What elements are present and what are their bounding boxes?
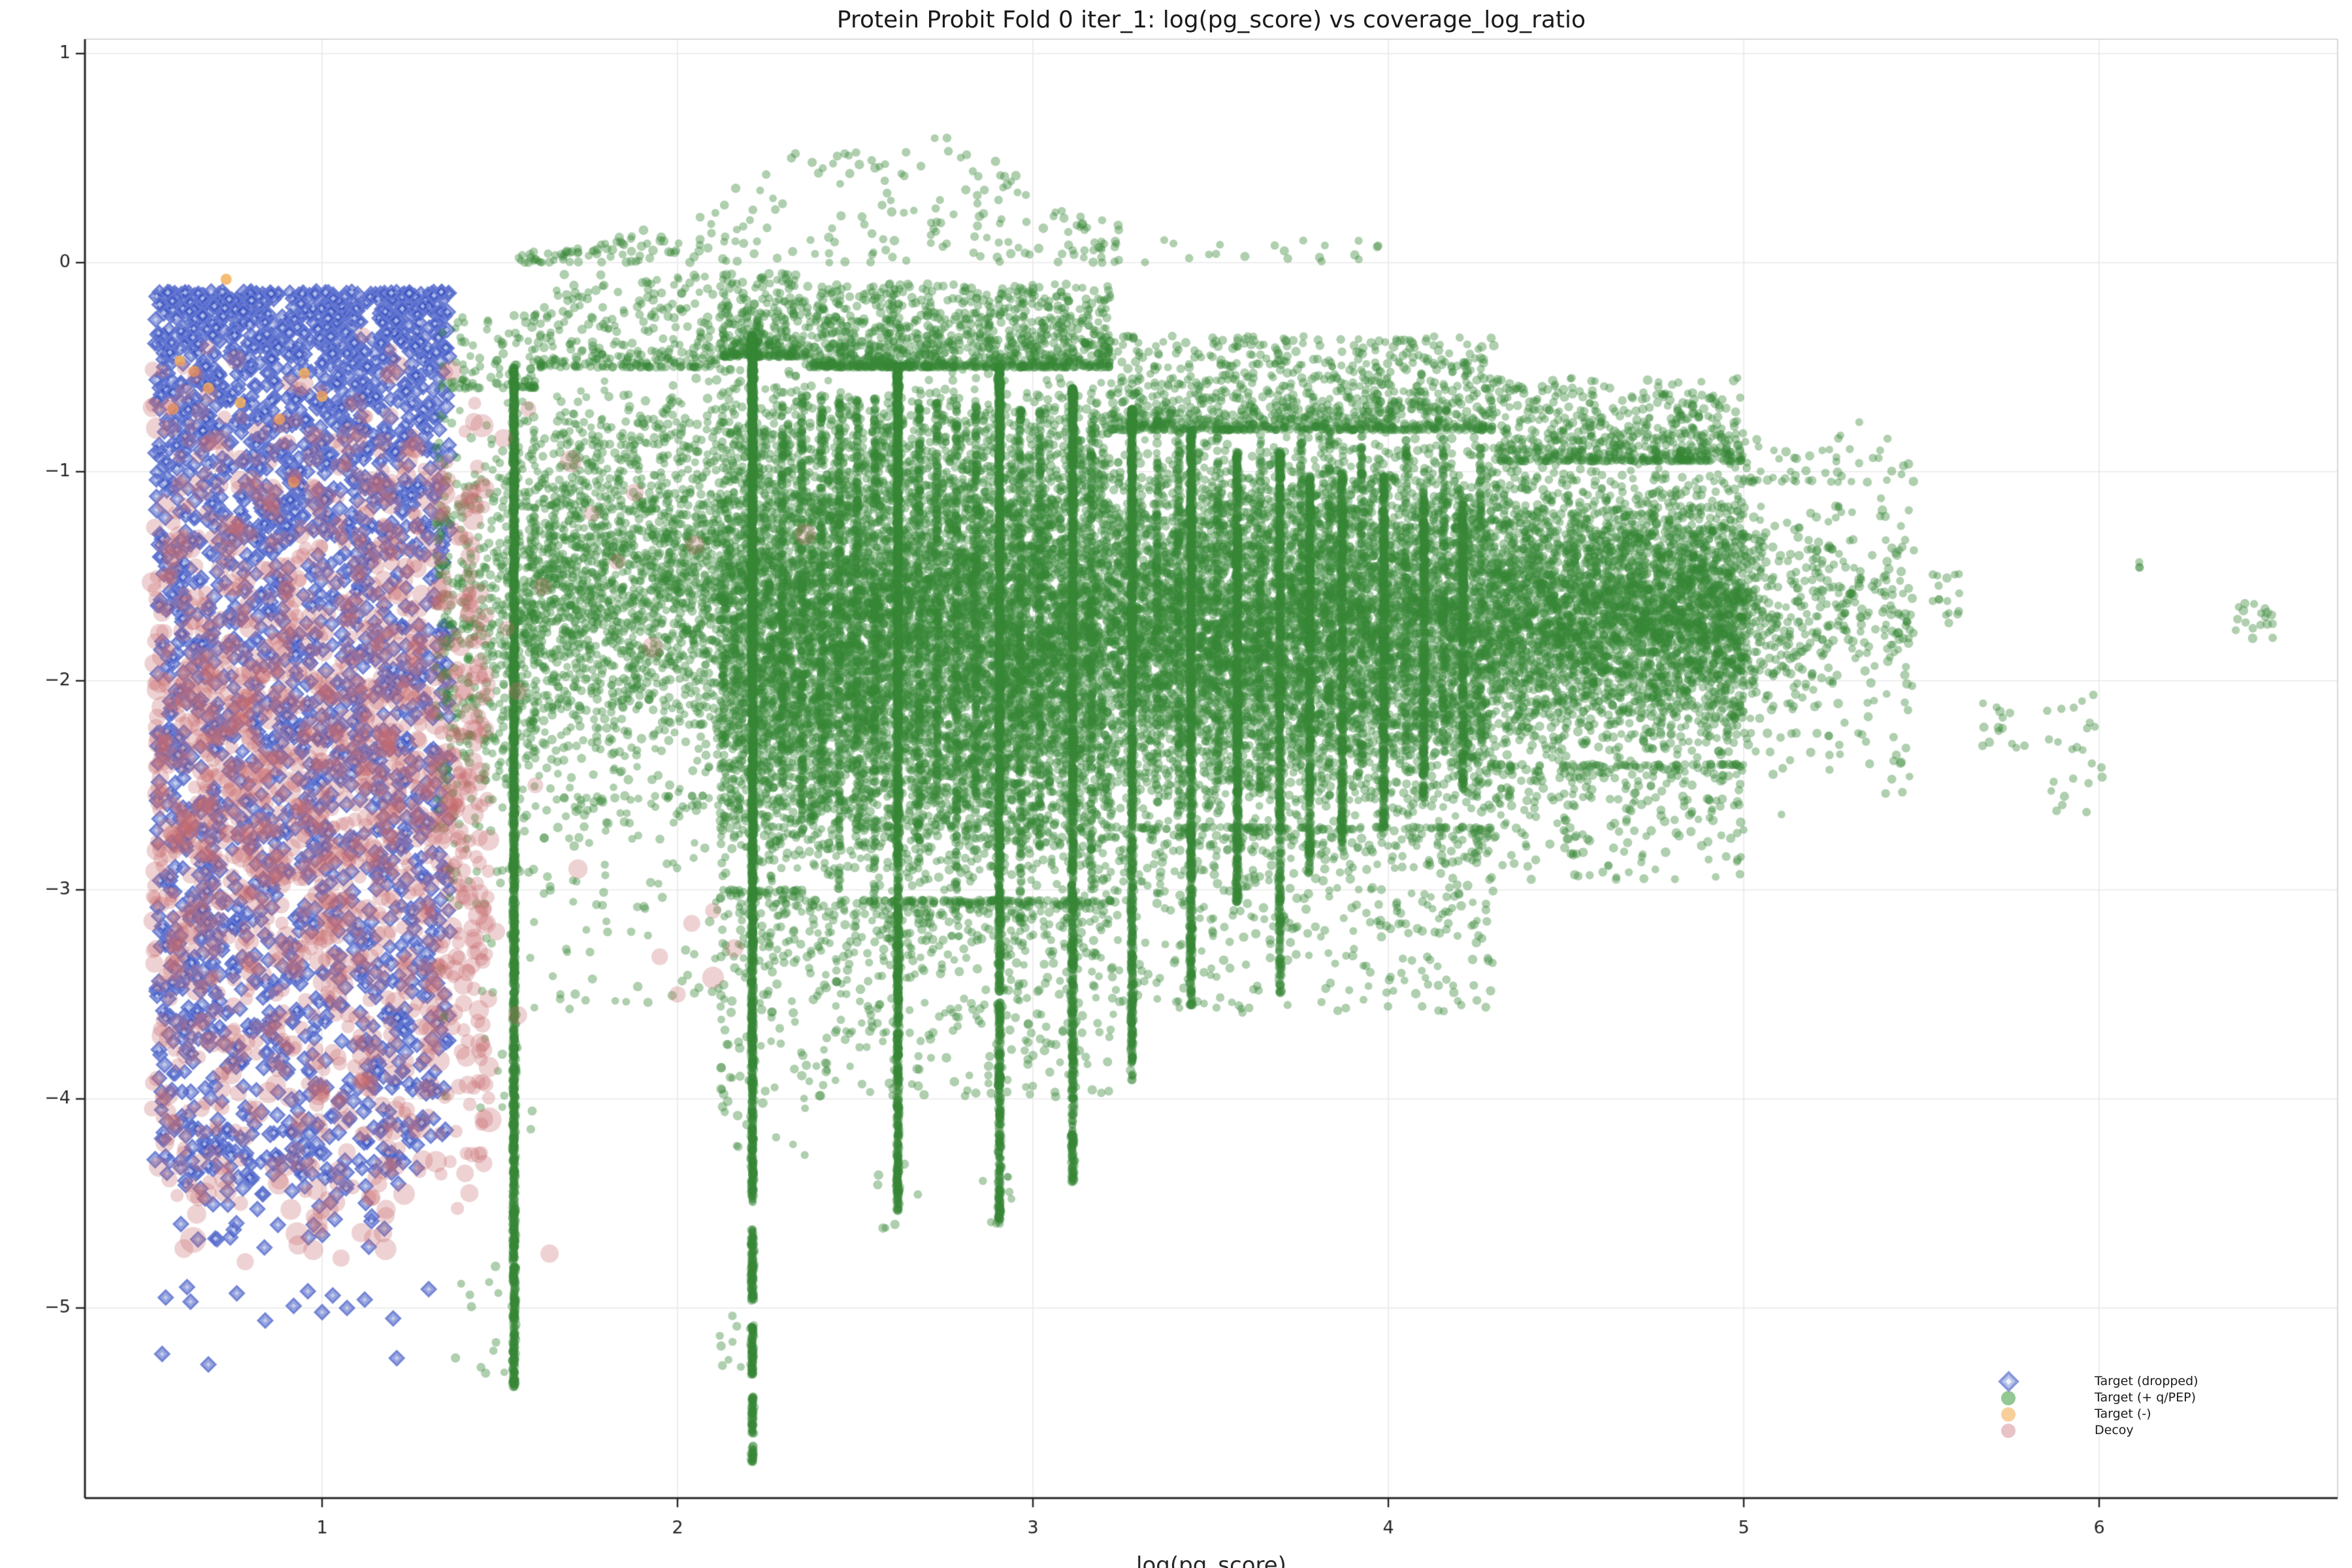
- legend-label: Target (-): [2095, 1407, 2151, 1421]
- legend-marker-0: [1997, 1371, 2019, 1392]
- circle-marker-icon: [1997, 1407, 2020, 1422]
- legend-item-target-dropped: Target (dropped): [1997, 1371, 2336, 1392]
- legend: Target (dropped) Target (+ q/PEP) Target…: [1997, 1371, 2336, 1439]
- legend-marker-3: [2001, 1423, 2016, 1438]
- legend-item-decoy: Decoy: [1997, 1422, 2336, 1439]
- circle-marker-icon: [1997, 1390, 2020, 1405]
- legend-marker-1: [2001, 1390, 2016, 1405]
- legend-item-target-qpep: Target (+ q/PEP): [1997, 1390, 2336, 1406]
- circle-marker-icon: [1997, 1423, 2020, 1438]
- chart-title: Protein Probit Fold 0 iter_1: log(pg_sco…: [836, 7, 1586, 33]
- legend-label: Target (+ q/PEP): [2095, 1390, 2196, 1405]
- legend-marker-0-inner: [2005, 1378, 2012, 1385]
- x-axis-label: log(pg_score): [1136, 1552, 1286, 1568]
- diamond-marker-icon: [1997, 1371, 2020, 1392]
- legend-label: Target (dropped): [2095, 1374, 2198, 1388]
- legend-label: Decoy: [2095, 1423, 2134, 1437]
- legend-item-target-minus: Target (-): [1997, 1406, 2336, 1422]
- legend-marker-2: [2001, 1407, 2016, 1422]
